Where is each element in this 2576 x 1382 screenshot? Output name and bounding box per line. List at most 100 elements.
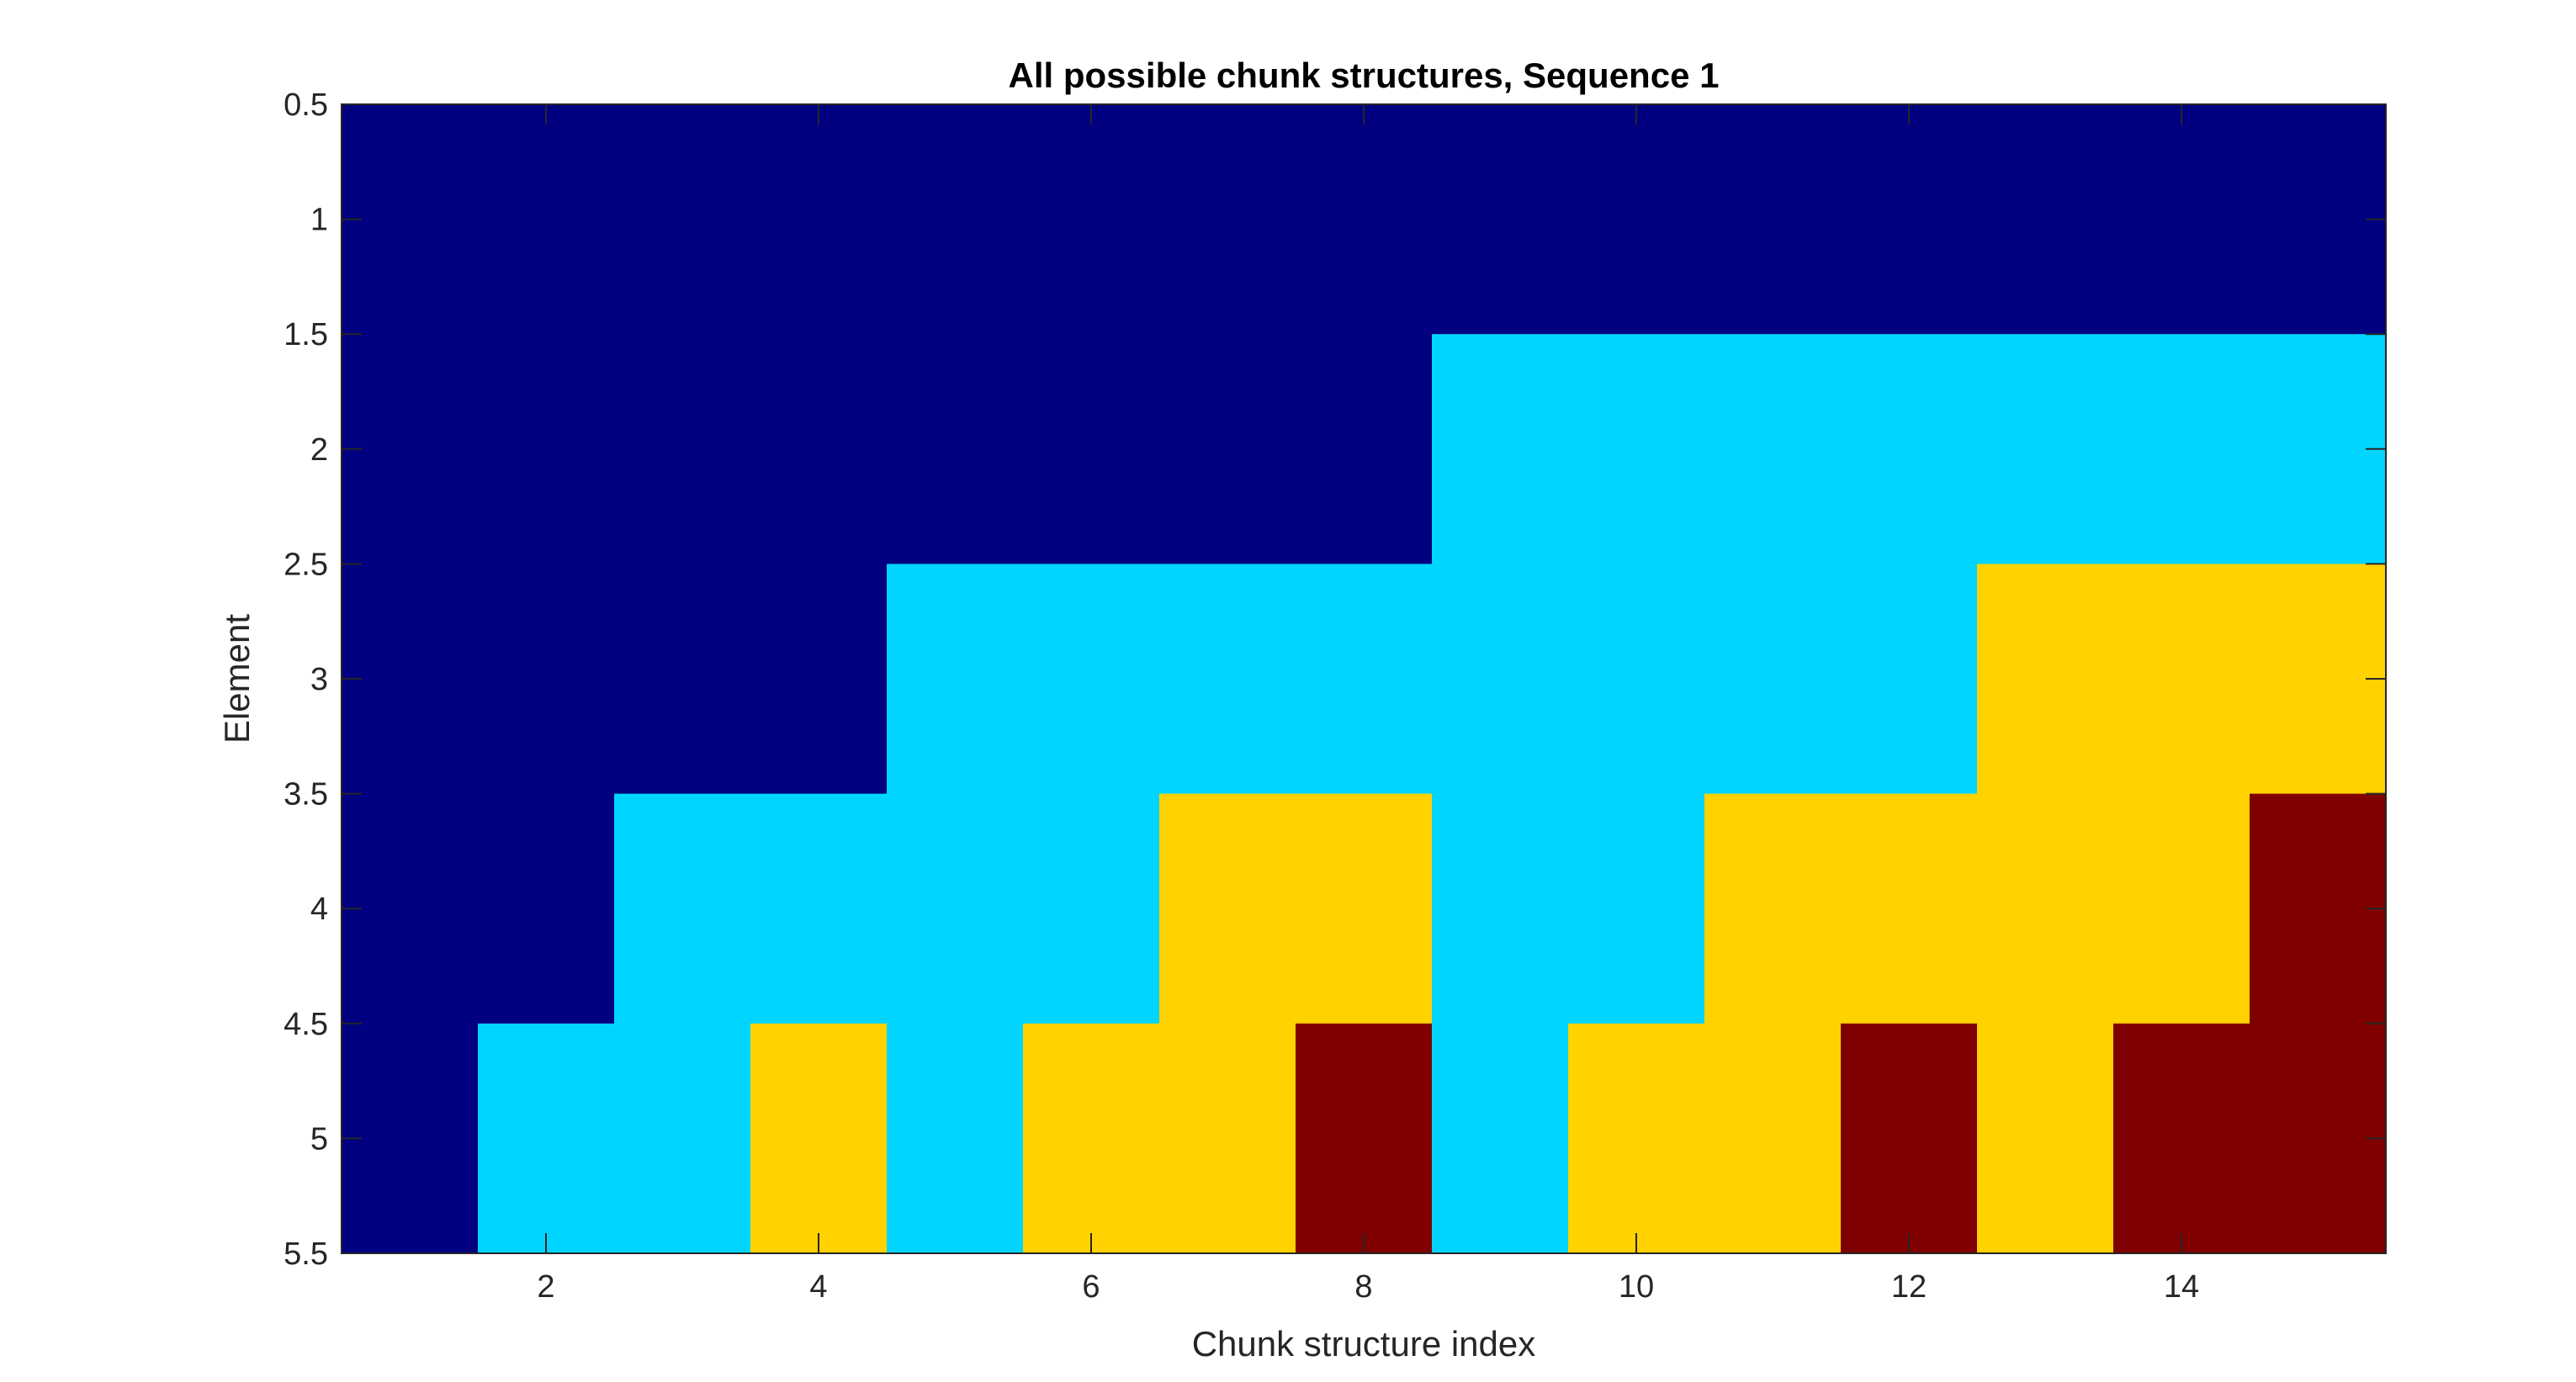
heatmap-cell xyxy=(887,334,1024,564)
heatmap-cell xyxy=(478,334,615,564)
heatmap-cell xyxy=(478,564,615,795)
heatmap-cell xyxy=(1159,104,1296,335)
heatmap-cell xyxy=(1568,334,1705,564)
y-tick-label: 2.5 xyxy=(284,547,328,582)
heatmap-cell xyxy=(342,564,479,795)
heatmap-cell xyxy=(887,1023,1024,1254)
axis-ticks xyxy=(342,103,2386,1254)
heatmap-cell xyxy=(614,104,751,335)
x-tick-label: 4 xyxy=(809,1269,827,1305)
heatmap-cell xyxy=(1023,564,1160,795)
x-tick-label: 12 xyxy=(1891,1269,1927,1305)
y-tick-label: 5.5 xyxy=(284,1236,328,1272)
heatmap-cell xyxy=(1023,793,1160,1025)
y-tick-labels: 0.5 1 1.5 2 2.5 3 3.5 4 4.5 5 5.5 xyxy=(284,87,328,1272)
y-tick-label: 4 xyxy=(310,892,328,927)
heatmap-cell xyxy=(614,334,751,564)
x-tick-labels: 2 4 6 8 10 12 14 xyxy=(537,1269,2199,1305)
heatmap-cell xyxy=(1977,1023,2114,1254)
heatmap-cell xyxy=(2250,1023,2387,1254)
heatmap-cell xyxy=(1432,793,1569,1025)
heatmap-cell xyxy=(1841,793,1978,1025)
y-tick-label: 5 xyxy=(310,1121,328,1157)
y-tick-label: 3 xyxy=(310,662,328,697)
heatmap-cell xyxy=(2113,1023,2250,1254)
y-tick-label: 1 xyxy=(310,203,328,238)
heatmap-cell xyxy=(478,1023,615,1254)
heatmap-cell xyxy=(614,793,751,1025)
heatmap-cell xyxy=(2113,334,2250,564)
y-tick-label: 3.5 xyxy=(284,777,328,813)
heatmap-cell xyxy=(1432,104,1569,335)
heatmap-cell xyxy=(1841,104,1978,335)
heatmap-cell xyxy=(750,1023,888,1254)
heatmap-cell xyxy=(478,104,615,335)
heatmap-cell xyxy=(1704,1023,1842,1254)
x-tick-label: 10 xyxy=(1619,1269,1654,1305)
heatmap-cell xyxy=(1296,104,1433,335)
heatmap-cell xyxy=(750,793,888,1025)
y-tick-label: 0.5 xyxy=(284,87,328,123)
heatmap-cell xyxy=(1704,564,1842,795)
heatmap-cell xyxy=(750,104,888,335)
heatmap-cell xyxy=(1568,104,1705,335)
heatmap-cell xyxy=(1296,334,1433,564)
x-tick-label: 14 xyxy=(2164,1269,2199,1305)
heatmap-cell xyxy=(2113,564,2250,795)
heatmap-cell xyxy=(614,1023,751,1254)
heatmap-cell xyxy=(750,334,888,564)
heatmap-cell xyxy=(887,104,1024,335)
heatmap-cell xyxy=(342,1023,479,1254)
x-tick-label: 2 xyxy=(537,1269,554,1305)
heatmap-cell xyxy=(1296,564,1433,795)
heatmap-cell xyxy=(614,564,751,795)
heatmap-cell xyxy=(342,793,479,1025)
heatmap-cell xyxy=(1159,1023,1296,1254)
heatmap-cell xyxy=(1159,793,1296,1025)
y-tick-label: 1.5 xyxy=(284,317,328,352)
heatmap-cell xyxy=(887,564,1024,795)
heatmap-cell xyxy=(1977,793,2114,1025)
heatmap-cell xyxy=(1704,793,1842,1025)
heatmap-cell xyxy=(1704,334,1842,564)
heatmap-cell xyxy=(2250,104,2387,335)
heatmap-cell xyxy=(887,793,1024,1025)
heatmap-cell xyxy=(1568,793,1705,1025)
heatmap-cell xyxy=(2250,334,2387,564)
heatmap-cell xyxy=(478,793,615,1025)
heatmap-cell xyxy=(1841,334,1978,564)
heatmap-cell xyxy=(2250,564,2387,795)
heatmap-cell xyxy=(2113,793,2250,1025)
heatmap-cell xyxy=(1841,564,1978,795)
heatmap-cell xyxy=(1023,1023,1160,1254)
heatmap-cell xyxy=(1159,564,1296,795)
x-axis-label: Chunk structure index xyxy=(1192,1324,1536,1363)
heatmap-cell xyxy=(750,564,888,795)
heatmap-cell xyxy=(1977,564,2114,795)
x-tick-label: 6 xyxy=(1082,1269,1100,1305)
heatmap-cell xyxy=(1568,564,1705,795)
y-axis-label: Element xyxy=(217,614,257,744)
heatmap-cell xyxy=(342,334,479,564)
heatmap-cell xyxy=(342,104,479,335)
heatmap-cell xyxy=(1159,334,1296,564)
heatmap-cell xyxy=(1704,104,1842,335)
chart-title: All possible chunk structures, Sequence … xyxy=(1009,56,1720,95)
heatmap-cell xyxy=(1023,334,1160,564)
heatmap-cell xyxy=(1841,1023,1978,1254)
y-tick-label: 2 xyxy=(310,432,328,468)
heatmap-cell xyxy=(1296,1023,1433,1254)
heatmap-cell xyxy=(1568,1023,1705,1254)
heatmap-cell xyxy=(1432,334,1569,564)
heatmap-cell xyxy=(1977,104,2114,335)
heatmap-cell xyxy=(2250,793,2387,1025)
heatmap-cell xyxy=(1432,1023,1569,1254)
heatmap-cells xyxy=(342,104,2387,1254)
y-tick-label: 4.5 xyxy=(284,1007,328,1042)
heatmap-cell xyxy=(1977,334,2114,564)
heatmap-cell xyxy=(1432,564,1569,795)
x-tick-label: 8 xyxy=(1354,1269,1372,1305)
heatmap-cell xyxy=(1023,104,1160,335)
